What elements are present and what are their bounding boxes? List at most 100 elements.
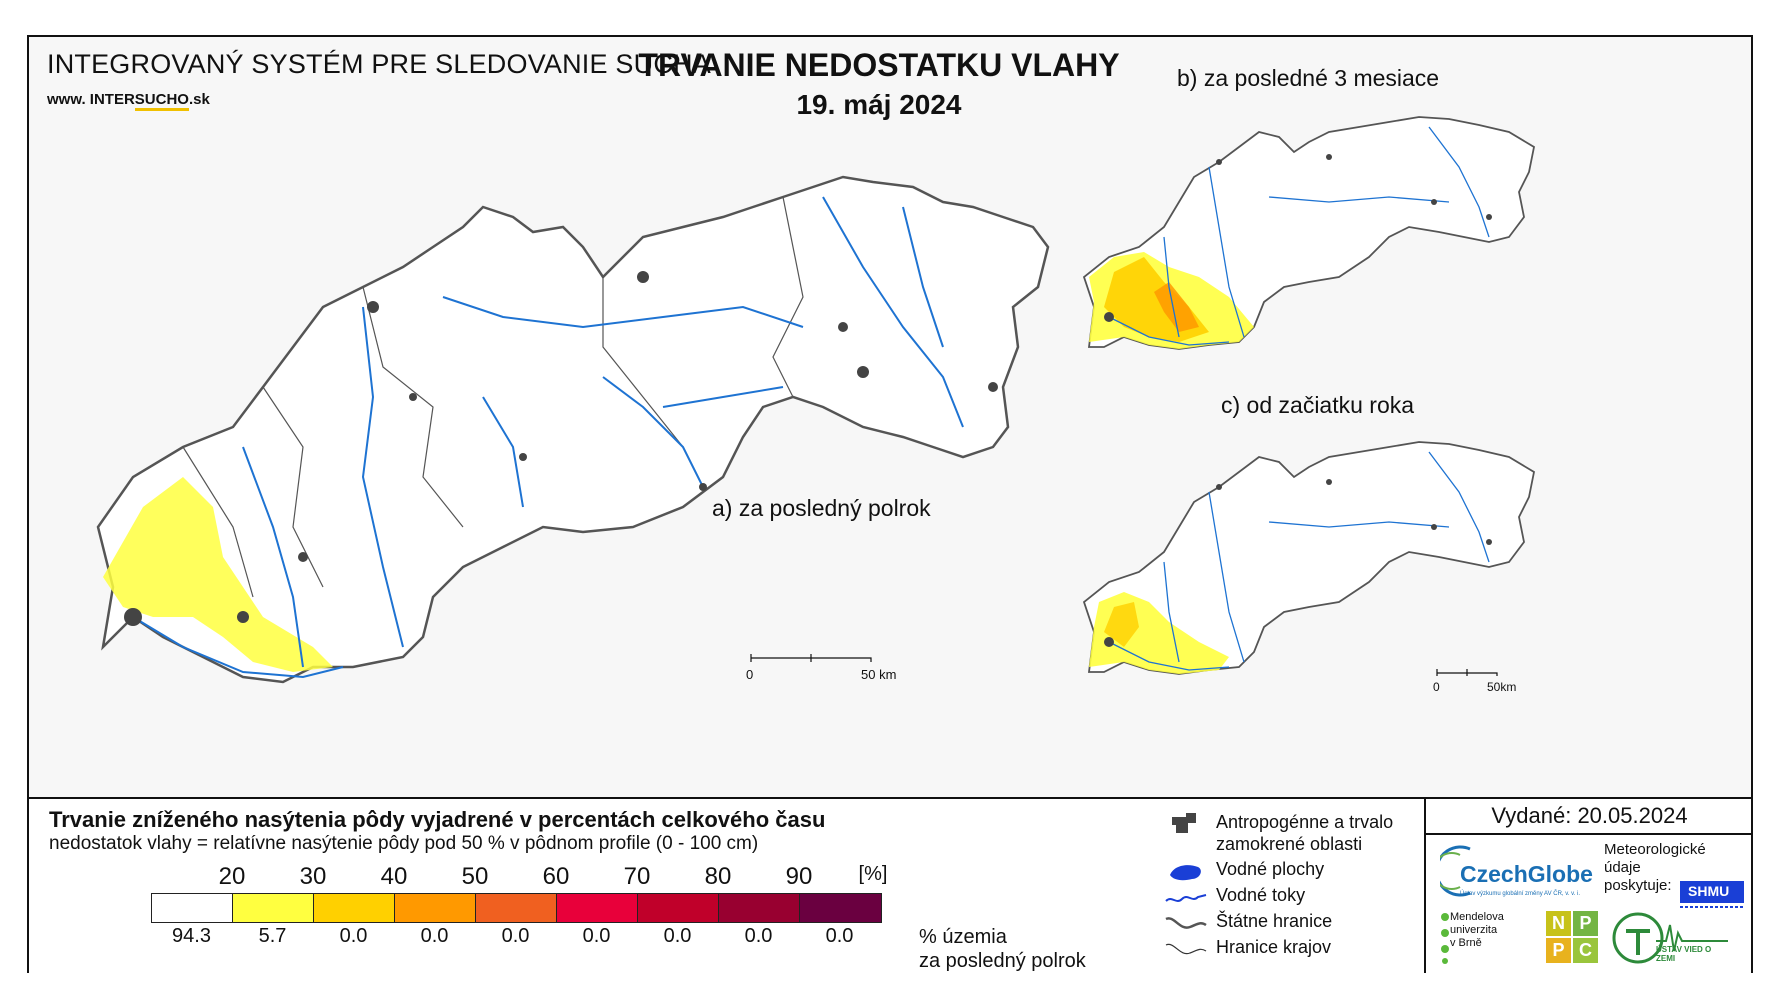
tick-70: 70 <box>623 863 651 890</box>
state-border-icon <box>1165 917 1207 929</box>
site-prefix: www. INTER <box>47 91 135 108</box>
tick-80: 80 <box>704 863 732 890</box>
small-scalebar <box>1436 669 1498 676</box>
main-scalebar <box>750 654 872 662</box>
nppc-n: N <box>1546 911 1571 936</box>
site-suffix: .sk <box>188 91 210 108</box>
legend-percentages: 94.3 5.7 0.0 0.0 0.0 0.0 0.0 0.0 0.0 <box>151 925 911 953</box>
legend-colorbar <box>151 893 882 923</box>
map-title: TRVANIE NEDOSTATKU VLAHY <box>638 47 1120 83</box>
meteo-credit: Meteorologické údaje poskytuje: <box>1604 841 1706 895</box>
panel-a-label: a) za posledný polrok <box>712 495 931 521</box>
mendel-logo: Mendelova univerzita v Brně <box>1441 911 1504 964</box>
legend-water-areas-label: Vodné plochy <box>1216 859 1325 879</box>
pct-1: 5.7 <box>258 925 287 947</box>
dry-zone-30-40-c <box>1104 602 1139 647</box>
nppc-p1: P <box>1573 911 1598 936</box>
pct-7: 0.0 <box>744 925 773 947</box>
dry-zone-40-50-b <box>1154 282 1199 332</box>
nppc-p2: P <box>1546 938 1571 963</box>
mendel-line-2: univerzita <box>1450 924 1498 936</box>
mendel-line-1: Mendelova <box>1450 911 1504 923</box>
shmu-logo-text: SHMU <box>1688 883 1730 899</box>
site-underlined: SUCHO <box>134 91 189 111</box>
urban-areas-c <box>1104 479 1492 647</box>
legend-anthropogenic-line-1: Antropogénne a trvalo <box>1216 812 1394 832</box>
main-scalebar-end: 50 km <box>861 667 897 682</box>
region-border-icon <box>1165 943 1207 955</box>
panel-b-label: b) za posledné 3 mesiace <box>1177 65 1440 91</box>
panel-c-label: c) od začiatku roka <box>1221 392 1415 418</box>
uvz-logo-text: ÚSTAV VIED O ZEMI <box>1656 945 1712 963</box>
legend-class-0 <box>152 894 233 922</box>
rivers-b <box>1108 126 1490 346</box>
small-scalebar-end: 50km <box>1487 680 1517 694</box>
slovakia-outline-c <box>1082 441 1536 675</box>
urban-areas-main <box>124 271 998 626</box>
legend-ticks: 20 30 40 50 60 70 80 90 [%] <box>151 863 911 893</box>
water-area-icon <box>1170 865 1201 881</box>
rivers-c <box>1108 451 1490 671</box>
pct-label-line-2: za posledný polrok <box>919 950 1086 972</box>
map-frame: INTEGROVANÝ SYSTÉM PRE SLEDOVANIE SUCHA … <box>27 35 1753 973</box>
shmu-logo-icon <box>1680 881 1744 908</box>
czechglobe-logo: CzechGlobe <box>1460 861 1593 887</box>
map-date: 19. máj 2024 <box>796 89 962 120</box>
pct-2: 0.0 <box>339 925 368 947</box>
legend-class-5 <box>557 894 638 922</box>
small-scalebar-start: 0 <box>1433 680 1440 694</box>
pct-3: 0.0 <box>420 925 449 947</box>
legend-class-7 <box>719 894 800 922</box>
dry-zone-20-30-main <box>103 477 333 672</box>
main-scalebar-start: 0 <box>746 667 754 682</box>
legend-area: Trvanie zníženého nasýtenia pôdy vyjadre… <box>29 797 1753 973</box>
website-link[interactable]: www. INTERSUCHO.sk <box>47 91 210 111</box>
legend-water-streams-label: Vodné toky <box>1216 885 1306 905</box>
meteo-line-2: údaje <box>1604 859 1641 876</box>
tick-60: 60 <box>542 863 570 890</box>
legend-anthropogenic-line-2: zamokrené oblasti <box>1216 834 1363 854</box>
map-b <box>1082 116 1536 350</box>
uvz-logo: ÚSTAV VIED O ZEMI <box>1612 911 1732 965</box>
mendel-line-3: v Brně <box>1450 937 1482 949</box>
legend-region-border-label: Hranice krajov <box>1216 937 1332 957</box>
anthropogenic-area-icon <box>1172 813 1196 833</box>
nppc-c: C <box>1573 938 1598 963</box>
credits-box: Vydané: 20.05.2024 CzechGlobe Ústav výzk… <box>1424 799 1753 973</box>
slovakia-outline-main <box>96 175 1050 684</box>
legend-class-2 <box>314 894 395 922</box>
map-area: INTEGROVANÝ SYSTÉM PRE SLEDOVANIE SUCHA … <box>29 37 1751 797</box>
legend-class-4 <box>476 894 557 922</box>
meteo-line-3: poskytuje: <box>1604 877 1672 894</box>
tick-50: 50 <box>461 863 489 890</box>
tick-90: 90 <box>785 863 813 890</box>
shmu-logo: SHMU <box>1678 877 1746 911</box>
rivers-main <box>132 196 964 679</box>
pct-5: 0.0 <box>582 925 611 947</box>
mendel-dots-icon <box>1441 913 1449 964</box>
legend-class-6 <box>638 894 719 922</box>
tick-30: 30 <box>299 863 327 890</box>
czechglobe-logo-icon <box>1440 845 1471 897</box>
legend-class-1 <box>233 894 314 922</box>
legend-subtitle: nedostatok vlahy = relatívne nasýtenie p… <box>49 833 759 854</box>
stream-icon <box>1165 894 1207 902</box>
legend-class-8 <box>800 894 881 922</box>
nppc-logo: N P P C <box>1546 911 1600 965</box>
urban-areas-b <box>1104 154 1492 322</box>
meteo-line-1: Meteorologické <box>1604 841 1706 858</box>
pct-0: 94.3 <box>172 925 211 947</box>
issued-divider <box>1426 833 1753 835</box>
pct-8: 0.0 <box>825 925 854 947</box>
czechglobe-subtitle: Ústav výzkumu globální změny AV ČR, v. v… <box>1460 891 1581 897</box>
tick-20: 20 <box>218 863 246 890</box>
pct-6: 0.0 <box>663 925 692 947</box>
tick-40: 40 <box>380 863 408 890</box>
legend-class-3 <box>395 894 476 922</box>
uvz-logo-icon <box>1612 912 1728 964</box>
pct-label-line-1: % územia <box>919 926 1007 948</box>
system-title: INTEGROVANÝ SYSTÉM PRE SLEDOVANIE SUCHA <box>47 49 711 79</box>
main-map <box>96 175 1050 684</box>
issued-date: Vydané: 20.05.2024 <box>1491 803 1688 828</box>
pct-label: % územia za posledný polrok <box>919 925 1086 973</box>
